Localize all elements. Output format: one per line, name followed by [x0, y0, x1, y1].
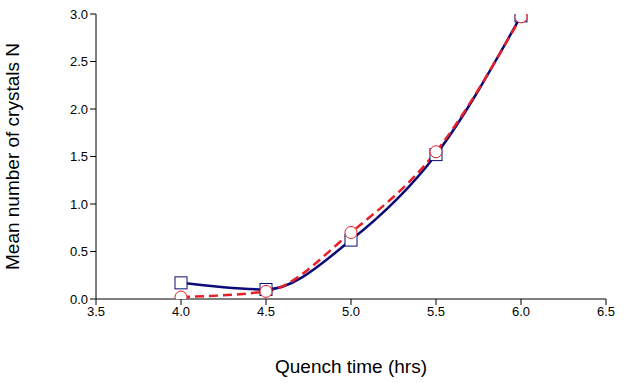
svg-text:6.0: 6.0	[512, 304, 530, 319]
svg-text:1.5: 1.5	[70, 149, 88, 164]
svg-text:Mean number of crystals N: Mean number of crystals N	[2, 43, 23, 270]
svg-text:0.5: 0.5	[70, 244, 88, 259]
svg-text:4.0: 4.0	[172, 304, 190, 319]
svg-text:Quench time (hrs): Quench time (hrs)	[275, 356, 427, 377]
svg-text:2.5: 2.5	[70, 54, 88, 69]
svg-text:6.5: 6.5	[597, 304, 615, 319]
svg-text:5.5: 5.5	[427, 304, 445, 319]
svg-text:3.0: 3.0	[70, 7, 88, 22]
svg-text:0.0: 0.0	[70, 292, 88, 307]
svg-text:3.5: 3.5	[87, 304, 105, 319]
svg-text:2.0: 2.0	[70, 102, 88, 117]
svg-text:5.0: 5.0	[342, 304, 360, 319]
svg-text:4.5: 4.5	[257, 304, 275, 319]
svg-text:1.0: 1.0	[70, 197, 88, 212]
